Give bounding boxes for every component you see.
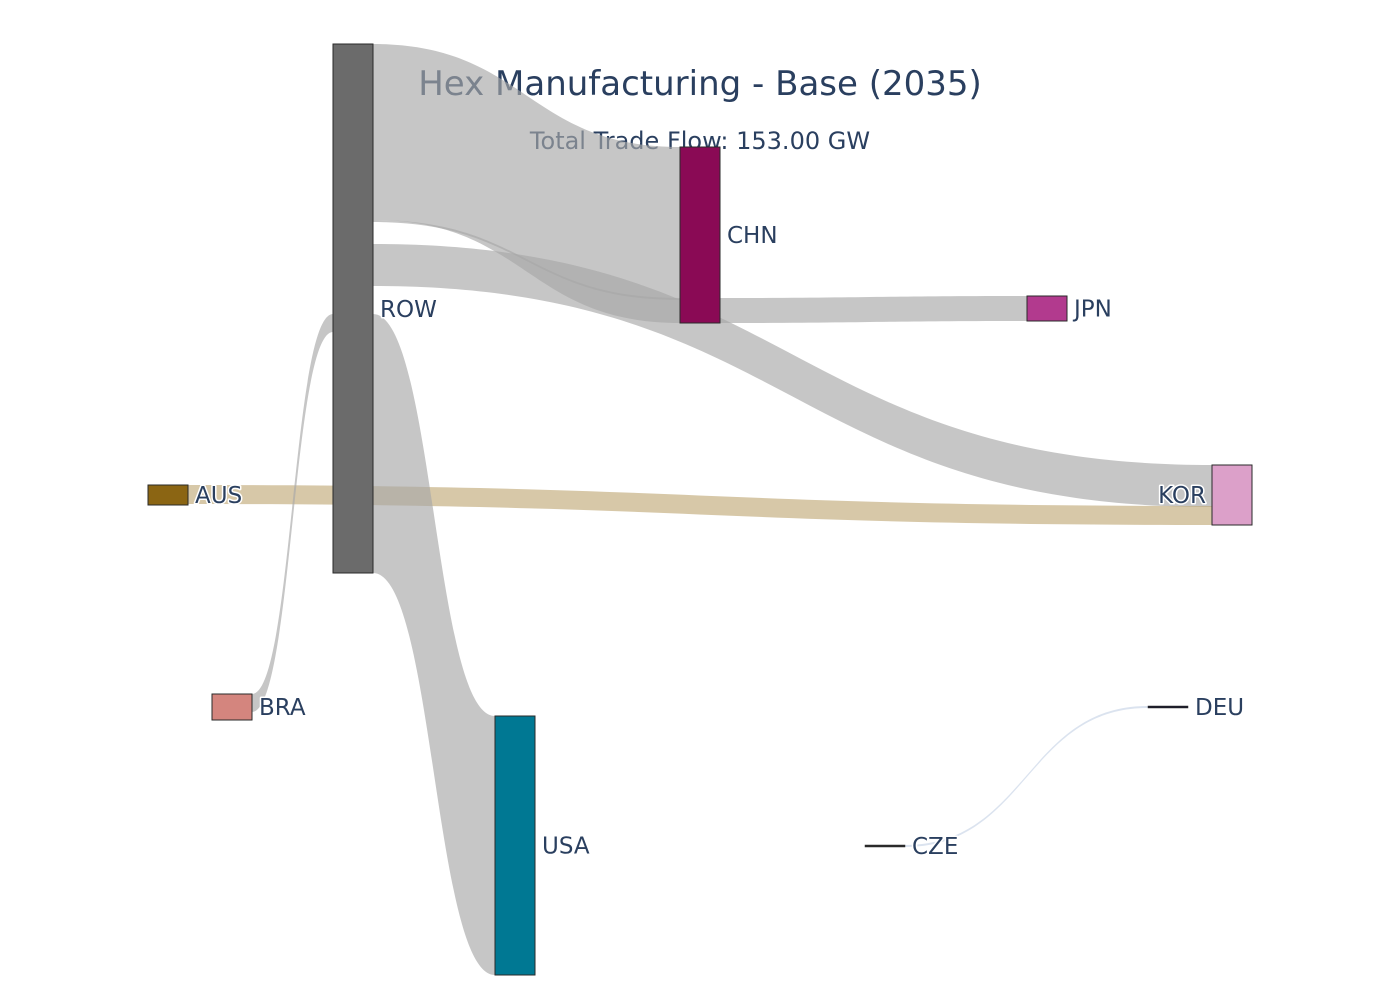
node-deu[interactable]	[1147, 705, 1189, 709]
node-label-usa: USA	[542, 834, 590, 860]
link-row-kor[interactable]	[373, 244, 1212, 507]
labels-layer: ROW CHN JPN KOR AUS BRA USA CZE DEU	[194, 222, 1246, 862]
link-cze-deu[interactable]	[905, 706, 1148, 847]
node-cze[interactable]	[864, 844, 906, 848]
node-label-kor: KOR	[1158, 483, 1206, 509]
link-row-chn[interactable]	[373, 44, 680, 323]
node-kor[interactable]	[1211, 464, 1253, 526]
node-aus[interactable]	[147, 484, 189, 506]
link-bra-row[interactable]	[252, 314, 333, 712]
node-label-jpn: JPN	[1072, 297, 1112, 323]
link-row-usa[interactable]	[373, 314, 495, 975]
nodes-layer	[147, 43, 1253, 976]
link-chn-jpn[interactable]	[720, 296, 1027, 323]
node-usa[interactable]	[494, 715, 536, 976]
node-label-cze: CZE	[912, 834, 958, 860]
node-label-bra: BRA	[259, 695, 306, 721]
node-label-chn: CHN	[727, 223, 778, 249]
node-bra[interactable]	[211, 693, 253, 721]
links-layer	[188, 44, 1212, 975]
node-row[interactable]	[332, 43, 374, 574]
node-label-row: ROW	[380, 297, 437, 323]
node-chn[interactable]	[679, 146, 721, 324]
node-jpn[interactable]	[1026, 295, 1068, 322]
node-label-deu: DEU	[1195, 695, 1244, 721]
node-label-aus: AUS	[195, 483, 242, 509]
link-aus-kor[interactable]	[188, 485, 1212, 525]
